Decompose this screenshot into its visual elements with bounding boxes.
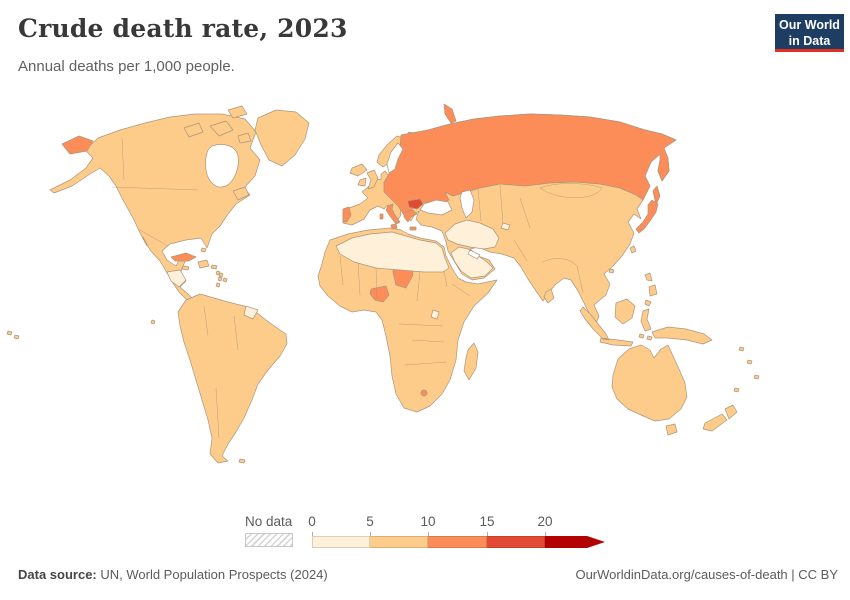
owid-logo[interactable]: Our World in Data xyxy=(775,14,844,52)
region-novaya-zemlya[interactable] xyxy=(443,103,457,124)
country-borders xyxy=(111,137,603,439)
tick-mark xyxy=(487,532,488,536)
legend-color-bar: 0 5 10 15 20 xyxy=(308,514,610,550)
data-source-text: UN, World Population Prospects (2024) xyxy=(96,567,328,582)
region-arabian-peninsula[interactable] xyxy=(450,246,494,279)
region-australia[interactable] xyxy=(611,344,688,436)
legend-bin-5-10[interactable] xyxy=(370,536,428,548)
region-greenland[interactable] xyxy=(254,109,310,167)
tick-mark xyxy=(545,532,546,536)
region-new-guinea[interactable] xyxy=(651,326,713,345)
region-east-asia-islands[interactable] xyxy=(608,245,658,307)
legend-bin-15-20[interactable] xyxy=(487,536,545,548)
black-sea xyxy=(419,199,453,216)
region-sri-lanka[interactable] xyxy=(543,288,555,304)
region-tajikistan[interactable] xyxy=(500,222,511,231)
no-data-label: No data xyxy=(245,514,293,529)
no-data-hatch-swatch[interactable] xyxy=(245,533,293,547)
region-guyana[interactable] xyxy=(243,305,259,320)
owid-logo-line2: in Data xyxy=(788,34,831,48)
tick-label-5: 5 xyxy=(366,514,374,529)
tick-mark xyxy=(312,532,313,536)
legend-bin-0-5[interactable] xyxy=(312,536,370,548)
map-layer-bin0 xyxy=(166,219,511,320)
region-russia-eastern-europe[interactable] xyxy=(383,113,677,216)
region-africa[interactable] xyxy=(317,227,498,413)
owid-logo-line1: Our World xyxy=(779,18,840,32)
region-central-america-cream[interactable] xyxy=(166,269,187,288)
tick-mark xyxy=(428,532,429,536)
hudson-bay xyxy=(205,144,239,188)
region-pacific-atlantic-islets xyxy=(6,272,760,464)
tick-label-20: 20 xyxy=(537,514,553,529)
footer: Data source: UN, World Population Prospe… xyxy=(18,567,838,582)
map-legend: No data 0 5 10 15 20 xyxy=(245,514,610,550)
legend-bin-20-plus[interactable] xyxy=(545,536,605,548)
map-layer-seas xyxy=(205,142,481,260)
region-iceland[interactable] xyxy=(349,163,368,177)
data-source: Data source: UN, World Population Prospe… xyxy=(18,567,328,582)
tick-label-10: 10 xyxy=(420,514,436,529)
region-indonesia[interactable] xyxy=(579,298,653,347)
world-map xyxy=(0,88,850,510)
region-iran-iraq[interactable] xyxy=(444,219,500,250)
tick-mark xyxy=(370,532,371,536)
region-burundi[interactable] xyxy=(430,309,440,320)
map-layer-bin2 xyxy=(61,103,677,397)
region-nigeria[interactable] xyxy=(369,285,390,303)
region-south-america[interactable] xyxy=(177,293,288,464)
region-madagascar[interactable] xyxy=(463,342,479,381)
region-british-isles[interactable] xyxy=(357,169,379,190)
choropleth-svg xyxy=(6,103,760,464)
region-north-africa[interactable] xyxy=(335,231,450,273)
region-italy[interactable] xyxy=(379,203,401,230)
page-title: Crude death rate, 2023 xyxy=(18,14,348,43)
persian-gulf xyxy=(467,249,481,260)
region-bulgaria[interactable] xyxy=(407,198,424,210)
legend-segments xyxy=(312,536,605,548)
legend-tick-labels: 0 5 10 15 20 xyxy=(308,514,610,532)
attribution-link[interactable]: OurWorldinData.org/causes-of-death | CC … xyxy=(575,567,838,582)
region-arctic-islands[interactable] xyxy=(183,105,252,201)
legend-bin-10-15[interactable] xyxy=(428,536,487,548)
region-lesotho[interactable] xyxy=(420,389,428,397)
region-portugal[interactable] xyxy=(342,206,352,223)
legend-no-data[interactable]: No data xyxy=(245,514,293,547)
caspian-sea xyxy=(459,189,475,219)
baltic-sea xyxy=(386,142,404,174)
region-sakhalin[interactable] xyxy=(652,185,661,206)
tick-label-15: 15 xyxy=(479,514,495,529)
region-chukotka-wrap[interactable] xyxy=(61,135,94,155)
region-new-zealand[interactable] xyxy=(702,404,738,432)
region-japan[interactable] xyxy=(635,199,659,234)
region-cuba[interactable] xyxy=(170,252,197,262)
region-greece[interactable] xyxy=(403,209,418,231)
tick-label-0: 0 xyxy=(308,514,316,529)
page-subtitle: Annual deaths per 1,000 people. xyxy=(18,58,235,75)
data-source-label: Data source: xyxy=(18,567,97,582)
